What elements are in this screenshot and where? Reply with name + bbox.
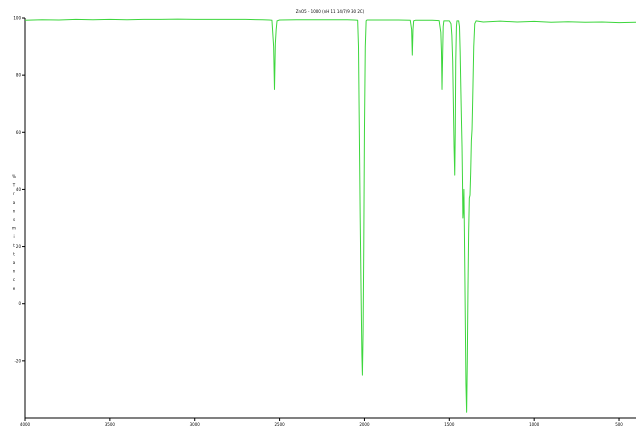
x-tick-label: 3000 [190,422,201,427]
y-tick-label: -20 [14,358,21,363]
x-tick-label: 2500 [274,422,285,427]
y-axis-label-char: c [13,277,15,282]
y-axis-label-char: % [12,174,16,179]
x-tick-label: 3500 [105,422,116,427]
spectrum-line [24,18,636,413]
x-tick-label: 500 [615,422,623,427]
y-axis-ticks: 100 80 60 40 20 0 -20 [13,16,25,363]
x-tick-label: 1500 [444,422,455,427]
y-tick-label: 60 [16,130,22,135]
y-axis-label-char: a [13,200,16,205]
y-axis-label-char: n [13,208,16,213]
y-tick-label: 100 [13,16,21,21]
y-tick-label: 40 [16,187,22,192]
y-tick-label: 20 [16,244,22,249]
x-tick-label: 1000 [529,422,540,427]
y-axis-label-char: s [13,217,15,222]
y-axis-label-char: m [12,226,16,231]
y-tick-label: 0 [18,301,21,306]
x-axis-ticks: 4000 3500 3000 2500 2000 1500 1000 500 [20,418,623,427]
y-axis-label-char: e [13,286,16,291]
chart-title: ZnO5 - 1000 (nH 11 14/7/9 30 2C) [296,9,365,14]
y-axis-label-char: a [13,260,16,265]
y-axis-label-char: i [13,234,14,239]
y-axis-label-char: n [13,269,16,274]
x-tick-label: 2000 [359,422,370,427]
y-axis-label-char: t [13,243,15,248]
y-axis-label-char: r [13,191,15,196]
x-tick-label: 4000 [20,422,31,427]
series-group [24,18,636,413]
y-axis-label-char: T [12,183,16,188]
y-axis-label-char: t [13,251,15,256]
y-tick-label: 80 [16,73,22,78]
